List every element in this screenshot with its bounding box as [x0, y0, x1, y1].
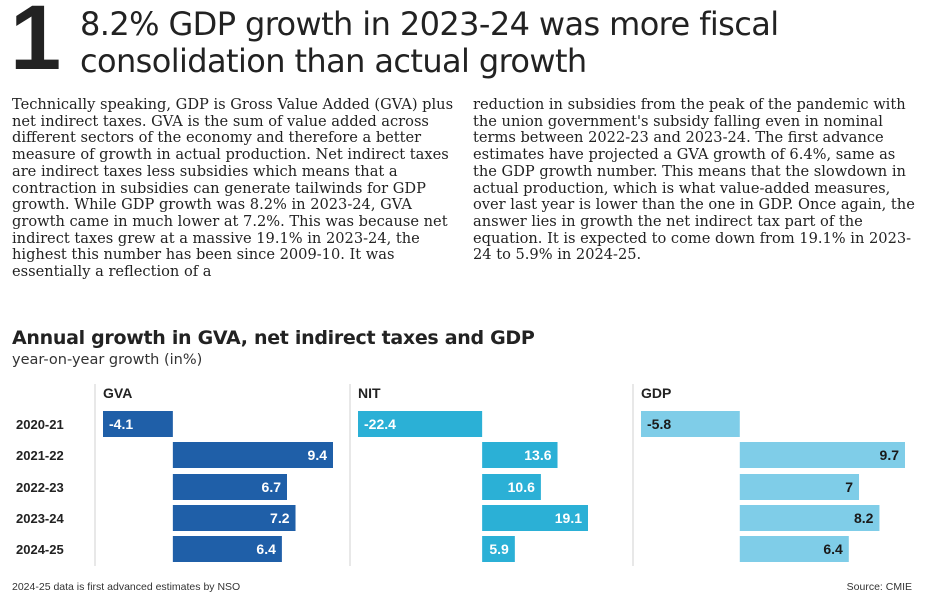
- bar: [739, 474, 860, 500]
- category-label: 2022-23: [16, 480, 64, 495]
- category-label: 2023-24: [16, 511, 64, 526]
- data-label: 9.4: [308, 447, 328, 463]
- data-label: 7: [845, 479, 853, 495]
- chart-source: Source: CMIE: [846, 581, 912, 593]
- bar: [172, 474, 287, 500]
- body-text-right: reduction in subsidies from the peak of …: [473, 96, 915, 264]
- data-label: 13.6: [524, 447, 551, 463]
- bar: [482, 536, 515, 562]
- chart-title: Annual growth in GVA, net indirect taxes…: [12, 327, 535, 349]
- data-label: -22.4: [364, 416, 396, 432]
- data-label: 9.7: [880, 447, 900, 463]
- data-label: 7.2: [270, 510, 290, 526]
- bar: [103, 411, 173, 437]
- category-label: 2020-21: [16, 417, 64, 432]
- data-label: 19.1: [555, 510, 582, 526]
- series-label: GDP: [641, 385, 671, 401]
- category-label: 2024-25: [16, 542, 64, 557]
- data-label: 6.4: [823, 541, 843, 557]
- chart-panels: 2020-21 2021-22 2022-23 2023-24 2024-25 GVA -4…: [16, 384, 905, 566]
- chart-footnote: 2024-25 data is first advanced estimates…: [12, 581, 241, 593]
- bar: [482, 505, 588, 531]
- data-label: -4.1: [109, 416, 133, 432]
- headline: 8.2% GDP growth in 2023-24 was more fisc…: [80, 5, 779, 80]
- bar: [641, 411, 740, 437]
- series-label: GVA: [103, 385, 132, 401]
- bar: [172, 505, 296, 531]
- body-text-left: Technically speaking, GDP is Gross Value…: [12, 96, 454, 281]
- body-column-right: reduction in subsidies from the peak of …: [473, 96, 919, 264]
- bar: [172, 536, 282, 562]
- data-label: 6.4: [256, 541, 276, 557]
- data-label: 8.2: [854, 510, 874, 526]
- bar: [482, 442, 558, 468]
- body-column-left: Technically speaking, GDP is Gross Value…: [12, 96, 458, 281]
- data-label: 6.7: [262, 479, 282, 495]
- bar: [172, 442, 333, 468]
- chart-subtitle: year-on-year growth (in%): [12, 352, 203, 368]
- bar: [482, 474, 541, 500]
- story-number: 1: [10, 0, 61, 89]
- bar: [739, 442, 905, 468]
- data-label: 10.6: [508, 479, 535, 495]
- bar: [739, 505, 880, 531]
- data-label: -5.8: [647, 416, 671, 432]
- bar: [739, 536, 849, 562]
- data-label: 5.9: [489, 541, 509, 557]
- category-label: 2021-22: [16, 448, 64, 463]
- series-label: NIT: [358, 385, 381, 401]
- bar: [358, 411, 483, 437]
